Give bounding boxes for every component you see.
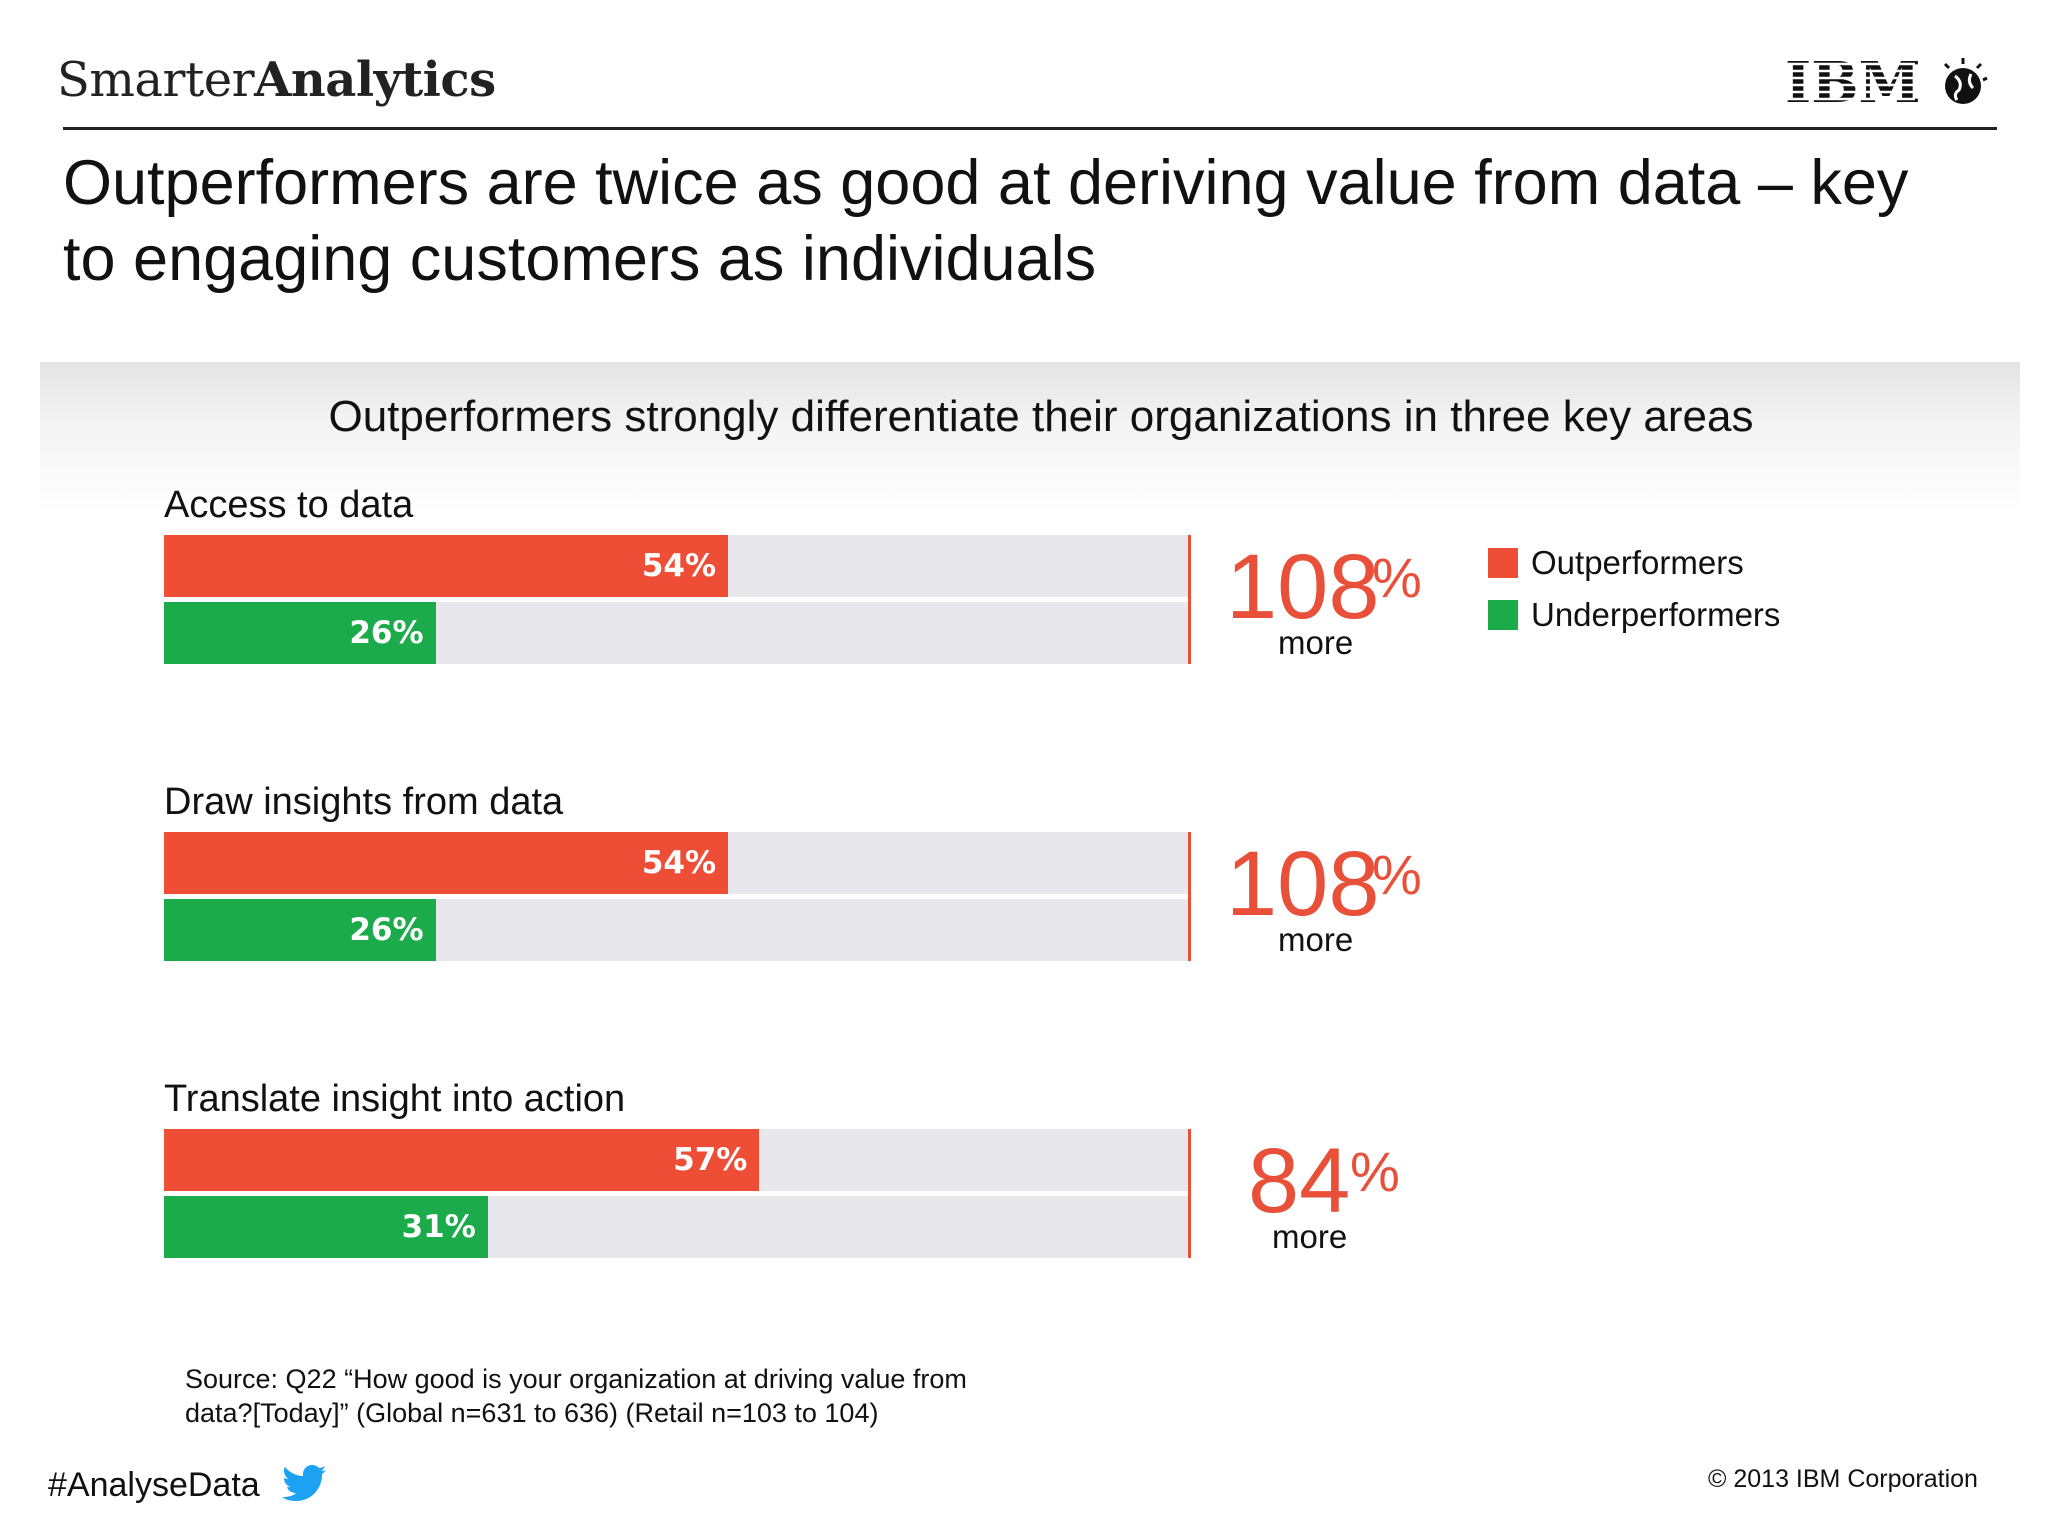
ibm-logo: IBM [1785,50,1995,117]
bar-outperformers [164,832,729,894]
page-title: Outperformers are twice as good at deriv… [63,148,1909,294]
twitter-bird-icon [282,1464,328,1509]
source-line-1: Source: Q22 “How good is your organizati… [185,1364,967,1394]
group-label: Draw insights from data [164,781,564,823]
header-rule [63,127,1997,130]
legend-label-underperformers: Underperformers [1531,596,1781,633]
difference-percent-sign: % [1350,1140,1400,1203]
globe-icon [1943,58,1988,104]
smarter-analytics-logo: SmarterAnalytics [57,52,496,108]
legend-swatch-outperformers [1488,548,1518,578]
group-label: Access to data [164,484,414,526]
difference-value: 84 [1248,1130,1351,1232]
bar-value-label: 26% [349,912,424,948]
bar-value-label: 54% [641,548,717,584]
group-divider [1188,535,1191,664]
group-divider [1188,832,1191,961]
chart-title: Outperformers strongly differentiate the… [328,392,1754,441]
bar-value-label: 54% [641,845,717,881]
copyright: © 2013 IBM Corporation [1708,1465,1978,1493]
difference-more-label: more [1278,624,1354,661]
hashtag: #AnalyseData [48,1466,260,1504]
difference-percent-sign: % [1372,843,1422,906]
difference-value: 108 [1226,833,1380,935]
bar-outperformers [164,535,729,597]
group-divider [1188,1129,1191,1258]
source-note: Source: Q22 “How good is your organizati… [185,1362,967,1430]
legend-swatch-underperformers [1488,600,1518,630]
bar-underperformers [164,1196,488,1258]
bar-value-label: 31% [401,1209,476,1245]
bar-value-label: 26% [349,615,424,651]
bar-outperformers [164,1129,760,1191]
difference-more-label: more [1278,921,1354,958]
difference-percent-sign: % [1372,546,1422,609]
source-line-2: data?[Today]” (Global n=631 to 636) (Ret… [185,1398,879,1428]
brand-prefix: Smarter [57,52,255,108]
bar-underperformers [164,899,436,961]
group-label: Translate insight into action [164,1078,626,1120]
brand-suffix: Analytics [254,52,496,108]
ibm-logo-svg: IBM [1785,50,1988,116]
bar-underperformers [164,602,436,664]
ibm-logo-text: IBM [1785,52,1921,112]
difference-more-label: more [1272,1218,1348,1255]
legend-label-outperformers: Outperformers [1531,544,1744,581]
bar-value-label: 57% [673,1142,748,1178]
difference-value: 108 [1226,536,1380,638]
